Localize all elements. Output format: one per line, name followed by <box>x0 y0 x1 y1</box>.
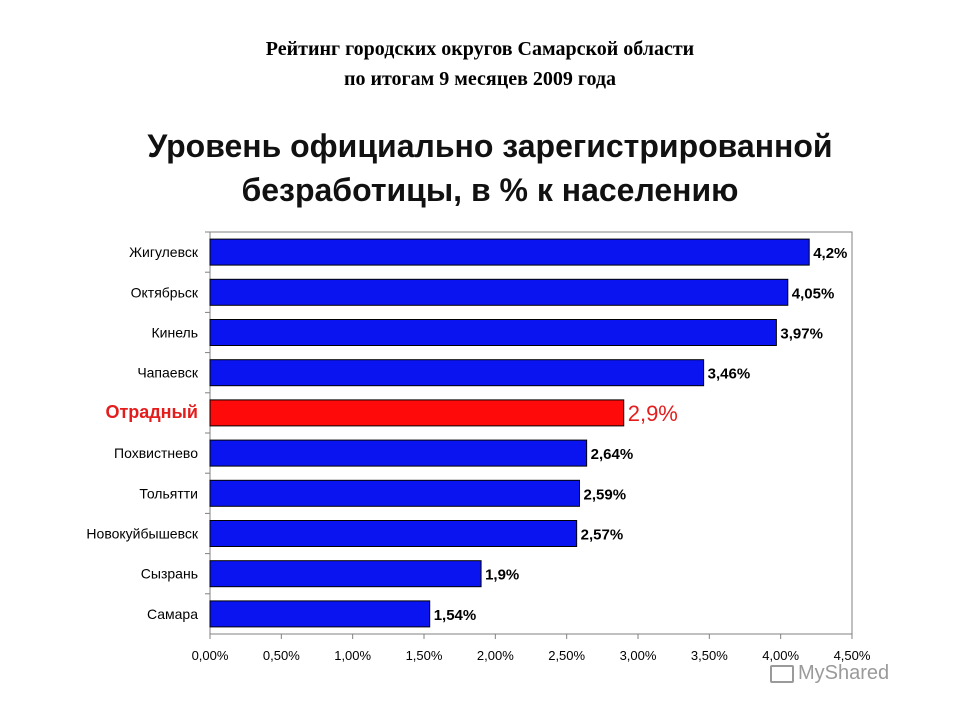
x-tick-label-3: 1,50% <box>406 648 443 663</box>
x-tick-label-6: 3,00% <box>620 648 657 663</box>
header-line-2: по итогам 9 месяцев 2009 года <box>343 68 617 90</box>
bar-9 <box>209 600 431 628</box>
x-tick-label-9: 4,50% <box>834 648 871 663</box>
value-label-7: 2,57% <box>581 527 624 544</box>
x-tick-label-1: 0,50% <box>263 648 300 663</box>
value-label-4: 2,9% <box>628 401 678 426</box>
category-label-8: Сызрань <box>141 566 198 582</box>
value-label-8: 1,9% <box>485 567 519 584</box>
value-label-3: 3,46% <box>708 366 751 383</box>
bar-7 <box>209 520 578 547</box>
x-tick-label-0: 0,00% <box>192 648 229 663</box>
value-label-9: 1,54% <box>434 607 477 624</box>
category-label-6: Тольятти <box>139 485 198 501</box>
x-tick-label-8: 4,00% <box>762 648 799 663</box>
bar-0 <box>209 238 810 266</box>
bar-6 <box>209 479 581 507</box>
chart-title: Уровень официально зарегистрированной бе… <box>0 124 960 212</box>
category-label-9: Самара <box>147 606 198 622</box>
category-label-1: Октябрьск <box>131 284 199 300</box>
category-label-7: Новокуйбышевск <box>86 526 198 542</box>
plot-area: Жигулевск 4,2% Октябрьск 4,05% Кинель 3,97% Ча… <box>86 231 871 663</box>
category-label-4: Отрадный <box>105 402 198 422</box>
header-line-1: Рейтинг городских округов Самарской обла… <box>265 38 695 60</box>
x-tick-label-7: 3,50% <box>691 648 728 663</box>
watermark: MyShared <box>770 662 889 685</box>
category-label-0: Жигулевск <box>129 244 199 260</box>
x-tick-label-2: 1,00% <box>334 648 371 663</box>
report-header: Рейтинг городских округов Самарской обла… <box>0 34 960 94</box>
x-tick-label-5: 2,50% <box>548 648 585 663</box>
chart-title-line-1: Уровень официально зарегистрированной <box>147 128 833 164</box>
chart-title-line-2: безработицы, в % к населению <box>241 172 739 208</box>
category-label-3: Чапаевск <box>137 365 199 381</box>
category-label-5: Похвистнево <box>114 445 198 461</box>
projector-icon <box>770 664 794 683</box>
value-label-2: 3,97% <box>780 326 823 343</box>
value-label-1: 4,05% <box>792 285 835 302</box>
bar-5 <box>209 439 588 467</box>
bar-2 <box>209 319 777 346</box>
bar-4 <box>209 399 625 427</box>
bar-3 <box>209 359 705 387</box>
value-label-5: 2,64% <box>591 446 634 463</box>
bar-1 <box>209 278 789 306</box>
x-tick-label-4: 2,00% <box>477 648 514 663</box>
value-label-0: 4,2% <box>813 245 847 262</box>
value-label-6: 2,59% <box>584 486 627 503</box>
watermark-text: MyShared <box>798 662 890 684</box>
bar-8 <box>209 560 482 588</box>
category-label-2: Кинель <box>152 325 199 341</box>
